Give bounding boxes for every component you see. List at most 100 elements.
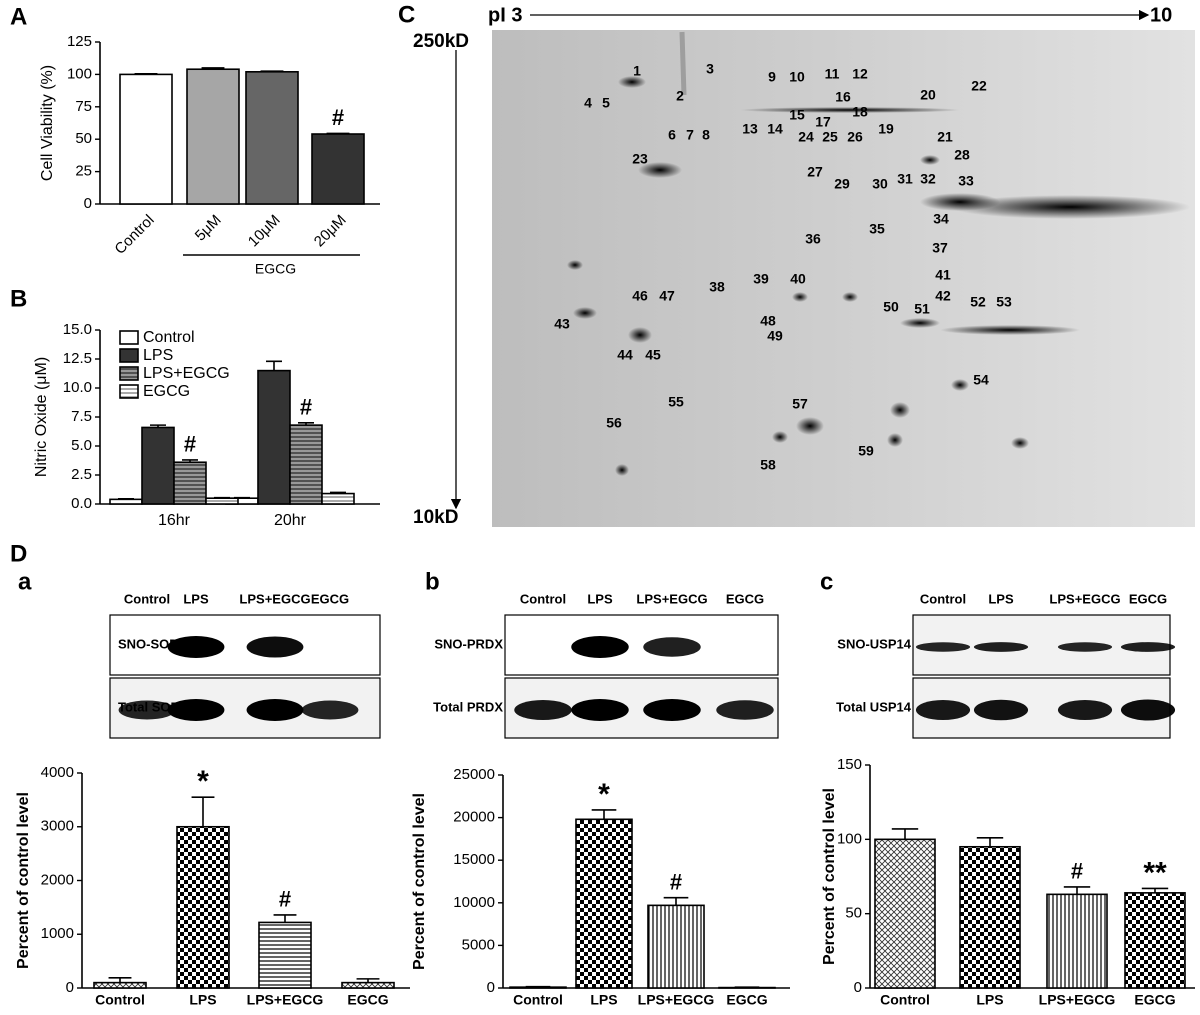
x-tick-label: Control xyxy=(880,992,930,1008)
y-tick-label: 20000 xyxy=(453,809,495,826)
annotation: * xyxy=(197,765,209,798)
spot-label: 5 xyxy=(602,95,610,111)
spot-label: 19 xyxy=(878,121,894,137)
spot-label: 24 xyxy=(798,129,814,145)
y-tick-label: 50 xyxy=(75,130,92,147)
panel-label: c xyxy=(820,568,833,595)
x-tick-label: 20μM xyxy=(311,212,350,251)
x-tick-label: EGCG xyxy=(1134,992,1175,1008)
spot-label: 49 xyxy=(767,328,783,344)
mw-top: 250kD xyxy=(413,31,469,52)
y-tick-label: 5000 xyxy=(462,936,495,953)
spot-label: 20 xyxy=(920,87,936,103)
blot-row-label: SNO-PRDX xyxy=(434,636,503,651)
blot-band xyxy=(571,699,629,721)
blot-band xyxy=(716,700,774,720)
spot-label: 56 xyxy=(606,415,622,431)
y-axis-label: Percent of control level xyxy=(411,793,428,970)
y-tick-label: 15.0 xyxy=(63,321,92,338)
spot-label: 1 xyxy=(633,63,641,79)
spot-label: 48 xyxy=(760,313,776,329)
gel-blobs xyxy=(567,76,1190,476)
legend-label: Control xyxy=(143,329,195,346)
bar xyxy=(289,424,323,505)
y-tick-label: 0 xyxy=(66,979,74,996)
bar xyxy=(575,818,633,989)
legend-label: LPS+EGCG xyxy=(143,365,230,382)
spot-label: 59 xyxy=(858,443,874,459)
error-bar xyxy=(976,837,1004,847)
spot-label: 37 xyxy=(932,240,948,256)
spot-label: 28 xyxy=(954,147,970,163)
x-tick-label: LPS xyxy=(189,992,216,1008)
lane-label: LPS+EGCG xyxy=(1049,591,1120,606)
y-tick-label: 0 xyxy=(84,195,92,212)
legend-swatch xyxy=(119,384,139,399)
error-bar xyxy=(134,72,158,75)
error-bar xyxy=(298,422,314,426)
bar xyxy=(119,73,173,205)
lane-label: LPS xyxy=(988,591,1014,606)
bar xyxy=(321,492,355,505)
spot-label: 53 xyxy=(996,294,1012,310)
spot-label: 35 xyxy=(869,221,885,237)
spot-label: 29 xyxy=(834,176,850,192)
spot-label: 39 xyxy=(753,271,769,287)
x-tick-label: EGCG xyxy=(726,992,767,1008)
blot-band xyxy=(1120,699,1176,721)
error-bar xyxy=(260,70,284,72)
blot-band xyxy=(514,700,572,720)
y-tick-label: 4000 xyxy=(41,764,74,781)
spot-label: 30 xyxy=(872,176,888,192)
y-tick-label: 75 xyxy=(75,98,92,115)
lane-label: LPS xyxy=(587,591,613,606)
y-tick-label: 100 xyxy=(837,830,862,847)
spot-label: 33 xyxy=(958,173,974,189)
ph-end: 10 xyxy=(1150,4,1172,26)
legend-label: LPS xyxy=(143,347,173,364)
lane-label: EGCG xyxy=(311,591,349,606)
bar xyxy=(959,845,1021,989)
error-bar xyxy=(326,132,350,135)
bar xyxy=(173,461,207,505)
spot-label: 10 xyxy=(789,69,805,85)
x-tick-label: LPS xyxy=(590,992,617,1008)
annotation: # xyxy=(332,105,344,130)
x-tick-label: 16hr xyxy=(158,512,191,529)
y-tick-label: 3000 xyxy=(41,818,74,835)
spot-label: 27 xyxy=(807,164,823,180)
error-bar xyxy=(266,360,282,371)
x-tick-label: 5μM xyxy=(192,212,225,245)
error-bar xyxy=(891,828,919,840)
y-tick-label: 7.5 xyxy=(71,408,92,425)
y-axis-label: Nitric Oxide (μM) xyxy=(33,357,50,477)
spot-label: 40 xyxy=(790,271,806,287)
spot-label: 3 xyxy=(706,61,714,77)
blot-band xyxy=(246,699,304,721)
spot-label: 15 xyxy=(789,107,805,123)
blot-band xyxy=(973,642,1029,652)
error-bar xyxy=(591,809,617,820)
annotation: # xyxy=(1071,859,1083,884)
spot-label: 2 xyxy=(676,88,684,104)
group-label: EGCG xyxy=(255,261,296,277)
spot-label: 21 xyxy=(937,129,953,145)
annotation: ** xyxy=(1143,856,1167,889)
panel-label: a xyxy=(18,568,32,595)
y-tick-label: 10.0 xyxy=(63,379,92,396)
error-bar xyxy=(191,796,215,827)
spot-label: 26 xyxy=(847,129,863,145)
blot-band xyxy=(915,642,971,652)
lane-label: LPS+EGCG xyxy=(636,591,707,606)
panel-label: B xyxy=(10,285,27,312)
y-tick-label: 12.5 xyxy=(63,350,92,367)
bar xyxy=(205,497,239,505)
bar xyxy=(311,133,365,205)
y-tick-label: 0 xyxy=(854,979,862,996)
bar xyxy=(109,498,143,505)
y-tick-label: 1000 xyxy=(41,925,74,942)
spot-label: 43 xyxy=(554,316,570,332)
y-tick-label: 25 xyxy=(75,163,92,180)
spot-label: 18 xyxy=(852,104,868,120)
blot-band xyxy=(167,636,225,658)
